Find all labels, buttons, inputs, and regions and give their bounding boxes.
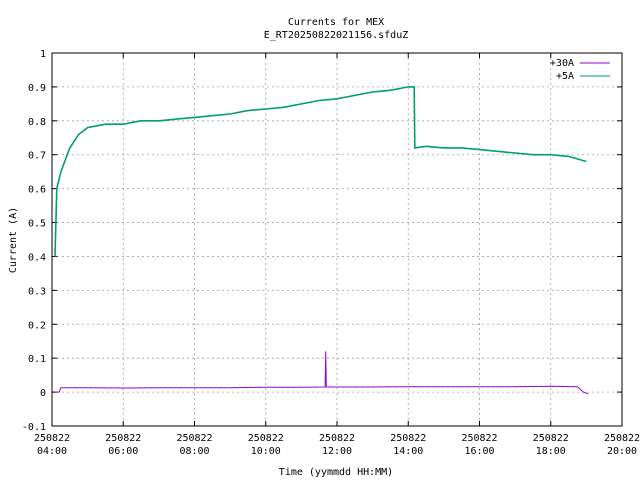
y-tick-label: 0.9 bbox=[28, 83, 46, 94]
y-tick-label: 0.8 bbox=[28, 117, 46, 128]
y-tick-label: 0.2 bbox=[28, 320, 46, 331]
x-tick-time-label: 08:00 bbox=[179, 446, 209, 457]
y-tick-label: 0.5 bbox=[28, 219, 46, 230]
x-tick-date-label: 250822 bbox=[34, 433, 70, 444]
series-line-30a bbox=[55, 351, 589, 395]
y-tick-label: 0.4 bbox=[28, 252, 46, 263]
y-tick-label: -0.1 bbox=[22, 422, 46, 433]
x-tick-time-label: 12:00 bbox=[322, 446, 352, 457]
x-tick-date-label: 250822 bbox=[533, 433, 569, 444]
x-tick-time-label: 20:00 bbox=[607, 446, 637, 457]
grid-lines bbox=[51, 52, 623, 427]
y-tick-label: 0 bbox=[40, 388, 46, 399]
y-tick-label: 0.7 bbox=[28, 151, 46, 162]
x-tick-time-label: 14:00 bbox=[393, 446, 423, 457]
y-axis-label: Current (A) bbox=[8, 207, 19, 273]
chart-subtitle: E_RT20250822021156.sfduZ bbox=[264, 30, 409, 41]
chart-title: Currents for MEX bbox=[288, 17, 384, 28]
legend: +30A +5A bbox=[550, 58, 610, 82]
x-tick-date-label: 250822 bbox=[176, 433, 212, 444]
series-layer bbox=[54, 86, 589, 395]
x-tick-date-label: 250822 bbox=[105, 433, 141, 444]
x-tick-time-label: 10:00 bbox=[251, 446, 281, 457]
x-tick-date-label: 250822 bbox=[390, 433, 426, 444]
x-tick-date-label: 250822 bbox=[604, 433, 640, 444]
y-tick-label: 0.6 bbox=[28, 185, 46, 196]
y-tick-label: 1 bbox=[40, 49, 46, 60]
x-tick-date-label: 250822 bbox=[319, 433, 355, 444]
y-tick-label: 0.3 bbox=[28, 286, 46, 297]
x-tick-date-label: 250822 bbox=[461, 433, 497, 444]
x-axis-label: Time (yymmdd HH:MM) bbox=[279, 467, 393, 478]
x-tick-time-label: 06:00 bbox=[108, 446, 138, 457]
x-tick-time-label: 18:00 bbox=[536, 446, 566, 457]
x-tick-date-label: 250822 bbox=[248, 433, 284, 444]
x-tick-time-label: 04:00 bbox=[37, 446, 67, 457]
y-tick-label: 0.1 bbox=[28, 354, 46, 365]
axis-ticks: -0.1 0 0.1 0.2 0.3 0.4 0.5 0.6 0.7 0.8 0.9 1 250822 0… bbox=[22, 49, 640, 457]
legend-label-5a: +5A bbox=[556, 71, 574, 82]
series-line-5a bbox=[54, 86, 587, 257]
legend-label-30a: +30A bbox=[550, 58, 574, 69]
x-tick-time-label: 16:00 bbox=[464, 446, 494, 457]
